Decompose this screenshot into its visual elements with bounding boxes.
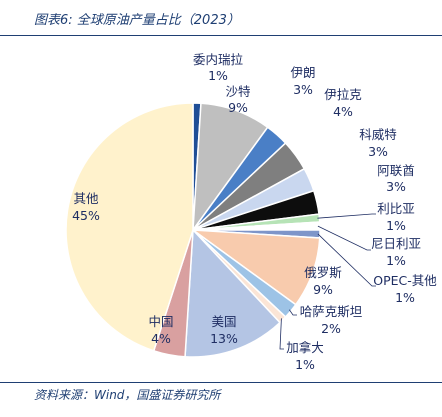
source-note: 资料来源：Wind，国盛证券研究所	[34, 388, 221, 402]
slice-value-label: 4%	[151, 331, 171, 346]
slice-name-label: 利比亚	[377, 201, 415, 216]
slice-name-label: 尼日利亚	[371, 236, 421, 251]
slice-name-label: 俄罗斯	[304, 265, 342, 280]
slice-value-label: 3%	[386, 179, 406, 194]
slice-name-label: 中国	[148, 314, 173, 329]
slice-name-label: 加拿大	[286, 340, 324, 355]
slice-value-label: 1%	[395, 290, 415, 305]
slice-name-label: 伊朗	[290, 65, 315, 80]
pie-slice	[65, 102, 194, 352]
pie-slice	[184, 228, 282, 358]
slice-name-label: 伊拉克	[324, 87, 362, 102]
slice-value-label: 9%	[313, 282, 333, 297]
leader-line	[288, 309, 297, 316]
footer-divider	[0, 382, 442, 383]
slice-name-label: 美国	[211, 314, 236, 329]
slice-name-label: 阿联酋	[377, 163, 415, 178]
leader-line	[317, 213, 376, 219]
leader-line	[279, 318, 284, 350]
slice-name-label: 沙特	[225, 84, 250, 99]
slice-value-label: 2%	[321, 321, 341, 336]
slice-name-label: 其他	[73, 191, 99, 206]
slice-value-label: 3%	[368, 144, 388, 159]
slice-name-label: 委内瑞拉	[193, 52, 244, 67]
slice-value-label: 1%	[208, 68, 228, 83]
leader-lines	[279, 213, 376, 350]
chart-title: 图表6: 全球原油产量占比（2023）	[34, 13, 240, 28]
slice-value-label: 1%	[386, 253, 406, 268]
slice-name-label: OPEC-其他	[373, 273, 437, 288]
leader-line	[317, 225, 371, 251]
slice-name-label: 科威特	[359, 127, 397, 142]
pie-slices	[65, 102, 321, 358]
header-divider	[0, 35, 442, 36]
slice-value-label: 3%	[293, 82, 313, 97]
slice-value-label: 1%	[386, 218, 406, 233]
slice-value-label: 4%	[333, 104, 353, 119]
leader-line	[317, 233, 376, 287]
slice-value-label: 9%	[228, 100, 248, 115]
slice-value-label: 45%	[72, 208, 100, 223]
slice-value-label: 1%	[295, 357, 315, 372]
slice-name-label: 哈萨克斯坦	[300, 304, 363, 319]
slice-value-label: 13%	[210, 331, 238, 346]
